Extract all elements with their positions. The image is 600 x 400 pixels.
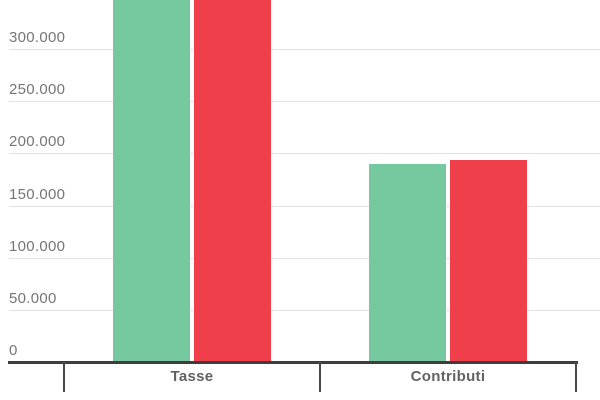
x-axis-tick (319, 362, 321, 392)
y-axis-tick-label: 0 (9, 342, 18, 359)
y-axis-tick-label: 150.000 (9, 186, 66, 203)
bar-tasse-red-series[interactable] (194, 0, 271, 363)
x-axis-category-label-contributi: Contributi (410, 368, 486, 385)
x-axis-category-label-tasse: Tasse (170, 368, 214, 385)
gridline (9, 310, 600, 311)
y-axis-tick-label: 100.000 (9, 238, 66, 255)
x-axis-tick (63, 362, 65, 392)
gridline (9, 258, 600, 259)
y-axis-tick-label: 200.000 (9, 133, 66, 150)
gridline (9, 101, 600, 102)
y-axis-tick-label: 250.000 (9, 81, 66, 98)
gridline (9, 153, 600, 154)
x-axis-line (8, 361, 578, 364)
bar-contributi-green-series[interactable] (369, 164, 446, 363)
bar-tasse-green-series[interactable] (113, 0, 190, 363)
x-axis-tick (575, 362, 577, 392)
gridline (9, 49, 600, 50)
y-axis-tick-label: 300.000 (9, 29, 66, 46)
y-axis-tick-label: 50.000 (9, 290, 57, 307)
bar-contributi-red-series[interactable] (450, 160, 527, 363)
gridline (9, 206, 600, 207)
